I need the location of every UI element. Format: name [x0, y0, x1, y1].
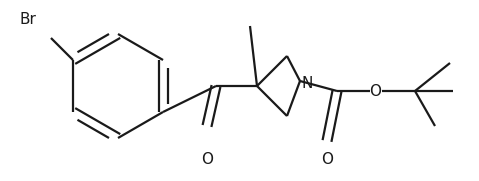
Text: N: N: [302, 75, 313, 90]
Text: Br: Br: [20, 12, 37, 26]
Text: O: O: [321, 151, 333, 167]
Text: O: O: [369, 83, 381, 98]
Text: O: O: [201, 151, 213, 167]
